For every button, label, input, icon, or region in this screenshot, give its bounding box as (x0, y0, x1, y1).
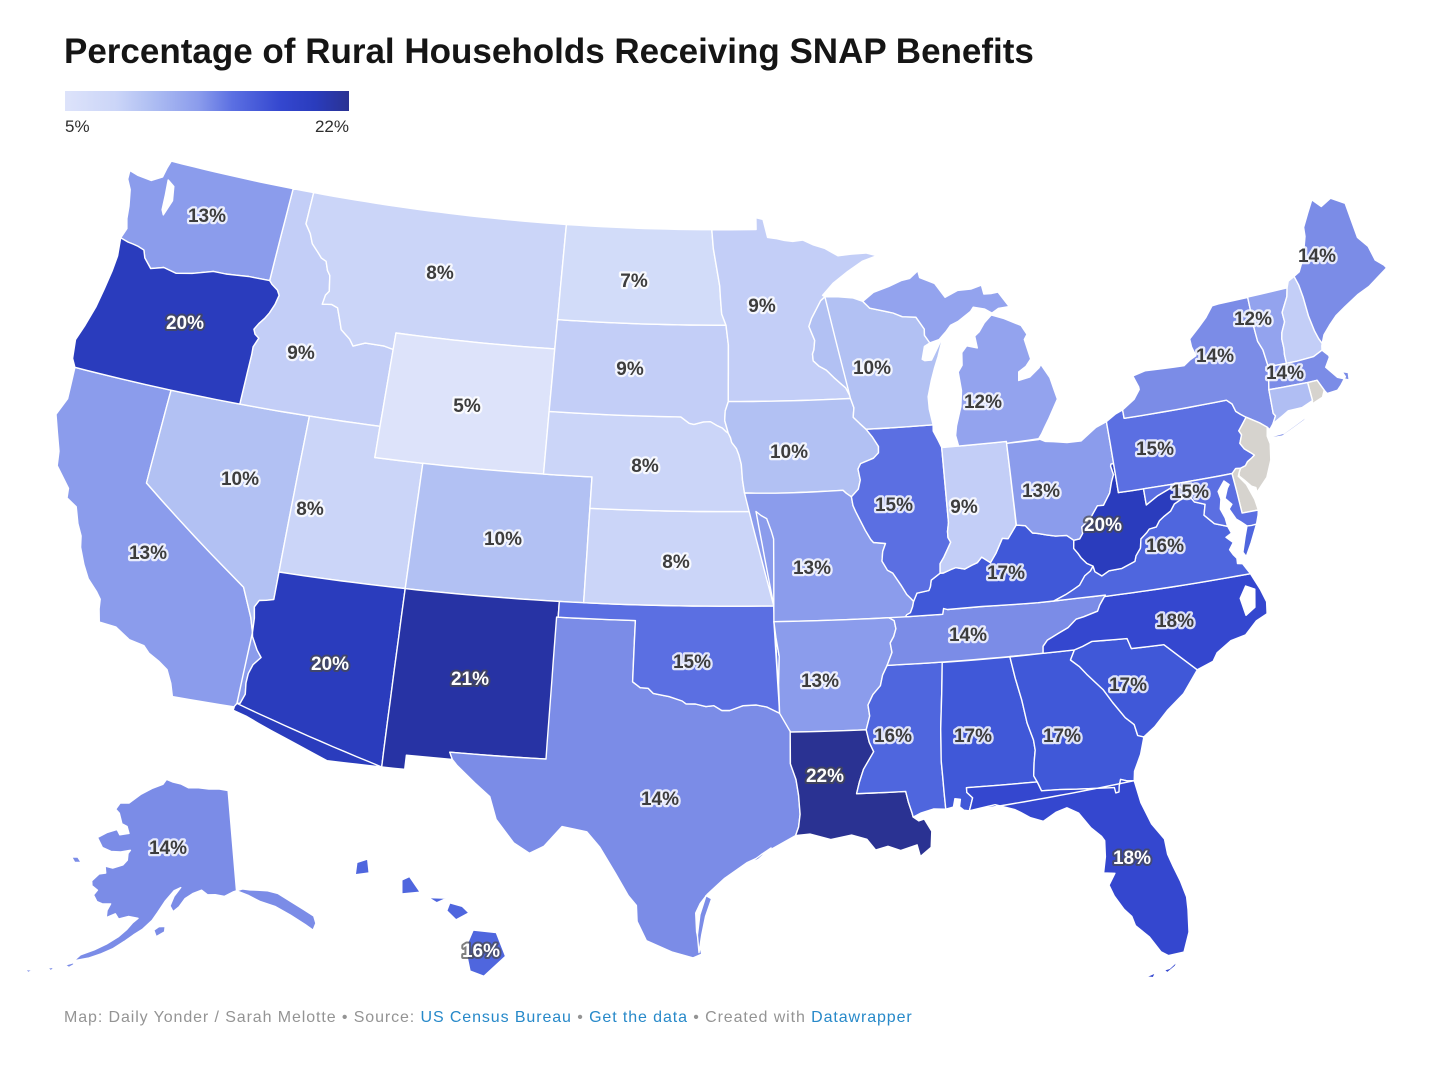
svg-text:18%: 18% (1156, 611, 1194, 632)
svg-text:9%: 9% (616, 359, 644, 380)
svg-text:20%: 20% (1084, 515, 1122, 536)
svg-text:16%: 16% (1146, 536, 1184, 557)
svg-text:10%: 10% (770, 442, 808, 463)
svg-text:15%: 15% (1171, 482, 1209, 503)
svg-text:13%: 13% (1022, 481, 1060, 502)
svg-text:21%: 21% (451, 669, 489, 690)
svg-text:10%: 10% (221, 469, 259, 490)
svg-text:14%: 14% (949, 625, 987, 646)
svg-text:13%: 13% (188, 206, 226, 227)
svg-text:17%: 17% (1043, 726, 1081, 747)
svg-text:15%: 15% (1136, 439, 1174, 460)
svg-text:15%: 15% (875, 495, 913, 516)
svg-text:18%: 18% (1113, 848, 1151, 869)
svg-text:5%: 5% (453, 396, 481, 417)
svg-text:8%: 8% (662, 552, 690, 573)
svg-text:16%: 16% (874, 726, 912, 747)
svg-text:20%: 20% (311, 654, 349, 675)
svg-text:9%: 9% (287, 343, 315, 364)
svg-text:14%: 14% (1266, 363, 1304, 384)
svg-text:8%: 8% (426, 263, 454, 284)
svg-text:17%: 17% (1109, 675, 1147, 696)
svg-text:17%: 17% (987, 563, 1025, 584)
svg-text:15%: 15% (673, 652, 711, 673)
svg-text:14%: 14% (641, 789, 679, 810)
svg-text:12%: 12% (1234, 309, 1272, 330)
svg-text:9%: 9% (748, 296, 776, 317)
svg-text:7%: 7% (620, 271, 648, 292)
svg-text:8%: 8% (296, 499, 324, 520)
svg-text:10%: 10% (484, 529, 522, 550)
svg-text:12%: 12% (964, 392, 1002, 413)
svg-text:9%: 9% (950, 497, 978, 518)
svg-text:10%: 10% (853, 358, 891, 379)
svg-text:8%: 8% (631, 456, 659, 477)
svg-text:17%: 17% (954, 726, 992, 747)
svg-text:20%: 20% (166, 313, 204, 334)
svg-text:14%: 14% (1196, 346, 1234, 367)
svg-text:13%: 13% (793, 558, 831, 579)
svg-text:22%: 22% (806, 766, 844, 787)
svg-text:13%: 13% (129, 543, 167, 564)
svg-text:13%: 13% (801, 671, 839, 692)
svg-text:14%: 14% (1298, 246, 1336, 267)
svg-text:16%: 16% (462, 941, 500, 962)
svg-text:14%: 14% (149, 838, 187, 859)
